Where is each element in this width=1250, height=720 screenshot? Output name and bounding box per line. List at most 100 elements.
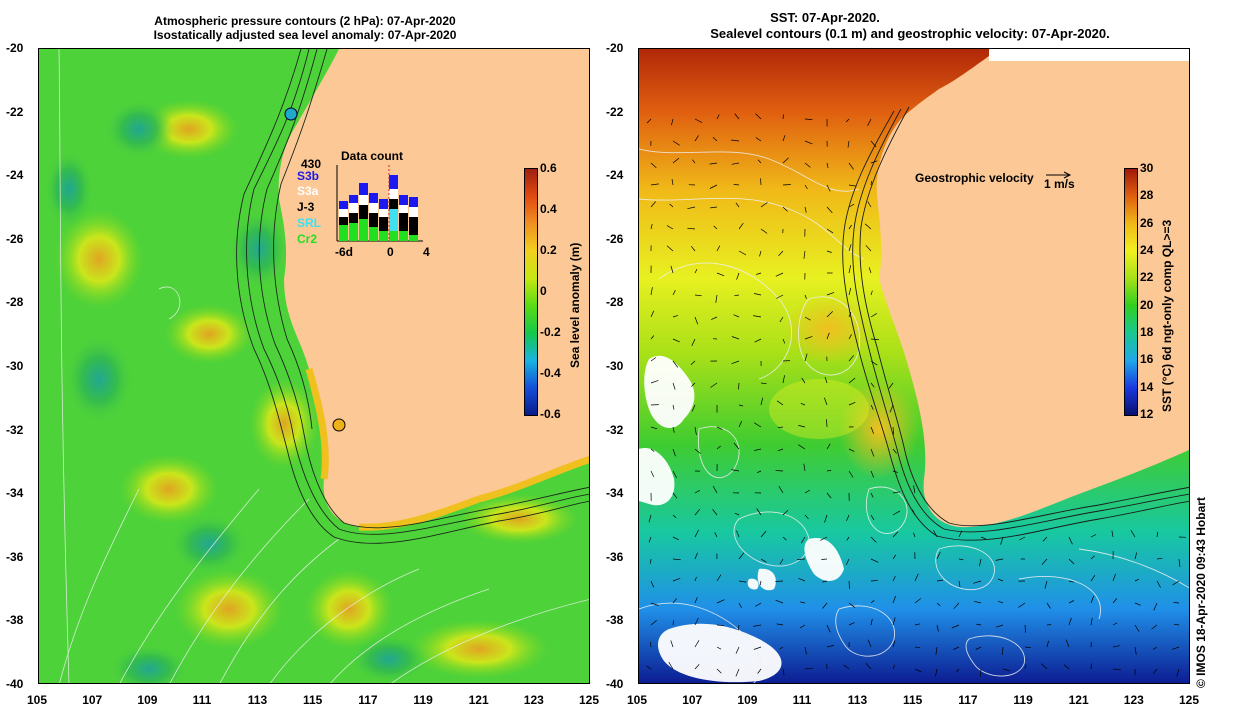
velocity-arrow bbox=[716, 245, 721, 252]
velocity-arrow bbox=[804, 294, 807, 299]
velocity-arrow bbox=[1068, 536, 1073, 545]
sst-map[interactable]: Geostrophic velocity 1 m/s bbox=[638, 48, 1190, 684]
velocity-arrow bbox=[650, 620, 657, 626]
inset-xtick-4: 4 bbox=[423, 245, 430, 259]
colorbar-tick: 26 bbox=[1140, 215, 1154, 230]
velocity-arrow bbox=[804, 162, 811, 168]
left-lon-tick: 121 bbox=[468, 693, 489, 707]
data-count-inset bbox=[336, 165, 423, 242]
velocity-arrow bbox=[867, 639, 872, 648]
velocity-arrow bbox=[650, 183, 659, 186]
velocity-arrow bbox=[691, 404, 696, 412]
velocity-arrow bbox=[733, 442, 740, 450]
right-lat-tick: -26 bbox=[606, 231, 624, 246]
velocity-arrow bbox=[646, 118, 652, 124]
velocity-arrow bbox=[650, 287, 653, 296]
inset-xtick-minus6: -6d bbox=[335, 245, 353, 259]
velocity-arrow bbox=[913, 532, 916, 538]
velocity-arrow bbox=[848, 470, 854, 478]
velocity-arrow bbox=[710, 382, 718, 388]
velocity-arrow bbox=[650, 162, 657, 168]
australia-land-left bbox=[278, 49, 589, 528]
velocity-arrow bbox=[1156, 531, 1159, 538]
velocity-arrow bbox=[712, 485, 718, 494]
velocity-arrow bbox=[782, 114, 784, 120]
velocity-arrow bbox=[754, 338, 762, 343]
velocity-arrow bbox=[870, 290, 873, 296]
velocity-arrow bbox=[976, 623, 982, 626]
velocity-arrow bbox=[870, 492, 874, 498]
right-lon-tick: 123 bbox=[1123, 693, 1144, 707]
velocity-arrow bbox=[690, 245, 696, 252]
right-lat-tick: -20 bbox=[606, 41, 624, 55]
velocity-arrow bbox=[672, 404, 675, 410]
velocity-arrow bbox=[716, 599, 725, 604]
velocity-arrow bbox=[867, 201, 872, 208]
velocity-arrow bbox=[670, 640, 674, 648]
velocity-arrow bbox=[779, 646, 784, 650]
velocity-arrow bbox=[759, 580, 762, 586]
colorbar-tick: 18 bbox=[1140, 325, 1154, 339]
velocity-arrow bbox=[716, 574, 722, 582]
velocity-arrow bbox=[669, 203, 674, 208]
velocity-arrow bbox=[1176, 668, 1180, 677]
left-lat-tick: -30 bbox=[6, 359, 24, 373]
velocity-arrow bbox=[804, 316, 811, 321]
tide-gauge-north bbox=[284, 107, 298, 121]
velocity-arrow bbox=[775, 470, 784, 472]
velocity-arrow bbox=[757, 159, 762, 164]
velocity-arrow bbox=[804, 184, 808, 190]
velocity-arrow bbox=[1090, 534, 1097, 538]
velocity-arrow bbox=[848, 355, 854, 362]
velocity-arrow bbox=[716, 445, 721, 450]
velocity-arrow bbox=[1065, 639, 1070, 648]
velocity-arrow bbox=[953, 602, 960, 609]
velocity-arrow bbox=[755, 113, 762, 120]
velocity-arrow bbox=[713, 225, 718, 230]
right-lat-tick: -24 bbox=[606, 168, 624, 183]
right-title-line1: SST: 07-Apr-2020. bbox=[770, 10, 880, 25]
velocity-arrow bbox=[826, 162, 829, 168]
velocity-arrow bbox=[650, 470, 655, 478]
velocity-arrow bbox=[870, 600, 875, 604]
velocity-arrow bbox=[974, 600, 982, 604]
velocity-arrow bbox=[892, 640, 896, 648]
velocity-arrow bbox=[848, 580, 850, 589]
velocity-arrow bbox=[870, 382, 875, 388]
velocity-arrow bbox=[672, 360, 679, 368]
velocity-arrow bbox=[694, 640, 700, 648]
velocity-arrow bbox=[782, 157, 789, 164]
velocity-arrow bbox=[734, 294, 740, 297]
velocity-arrow bbox=[1024, 624, 1026, 633]
velocity-arrow bbox=[1151, 624, 1158, 630]
colorbar-tick: 14 bbox=[1140, 379, 1154, 394]
velocity-arrow bbox=[755, 602, 762, 607]
geostrophic-velocity-arrows bbox=[646, 113, 1186, 677]
velocity-arrow bbox=[826, 443, 831, 450]
velocity-arrow bbox=[798, 425, 806, 428]
velocity-arrow bbox=[694, 597, 698, 604]
velocity-arrow bbox=[803, 463, 806, 472]
left-lat-tick: -22 bbox=[6, 104, 24, 119]
velocity-arrow bbox=[798, 577, 806, 582]
velocity-arrow bbox=[865, 245, 872, 252]
velocity-arrow bbox=[848, 622, 855, 626]
velocity-arrow bbox=[804, 514, 809, 520]
velocity-arrow bbox=[870, 180, 873, 186]
velocity-arrow bbox=[1041, 558, 1048, 565]
velocity-arrow bbox=[709, 184, 718, 189]
velocity-arrow bbox=[912, 509, 916, 516]
velocity-arrow bbox=[936, 624, 939, 632]
velocity-arrow bbox=[1112, 668, 1121, 671]
velocity-arrow bbox=[980, 668, 982, 677]
left-lat-tick: -24 bbox=[6, 168, 24, 183]
colorbar-tick: 0.4 bbox=[540, 202, 557, 216]
left-title-line2: Isostatically adjusted sea level anomaly… bbox=[153, 28, 457, 42]
velocity-arrow bbox=[804, 489, 810, 494]
sea-level-map[interactable]: 430 Data count S3b S3a J-3 SRL Cr2 -6d 0… bbox=[38, 48, 590, 684]
velocity-arrow bbox=[776, 623, 784, 626]
velocity-arrow bbox=[694, 426, 697, 435]
right-lon-tick: 111 bbox=[792, 693, 812, 707]
left-lon-tick: 111 bbox=[192, 693, 212, 707]
velocity-arrow bbox=[892, 575, 896, 582]
